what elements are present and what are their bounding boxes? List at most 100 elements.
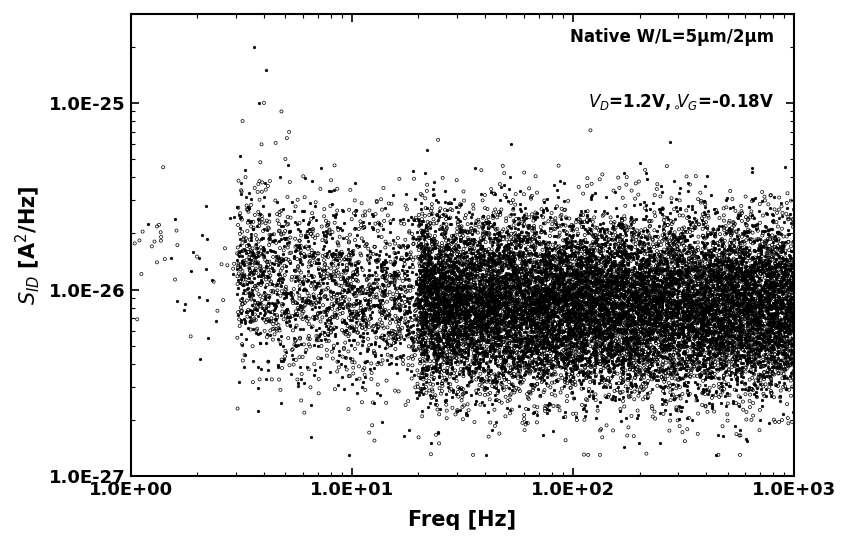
Point: [394, 333, 408, 342]
Point: [675, 268, 688, 277]
Point: [573, 322, 586, 331]
Point: [186, 248, 200, 256]
Point: [417, 350, 431, 358]
Point: [432, 263, 445, 272]
Point: [464, 284, 478, 293]
Point: [421, 260, 434, 269]
Point: [439, 329, 453, 338]
Point: [250, 235, 264, 244]
Point: [776, 383, 790, 392]
Point: [672, 286, 686, 295]
Point: [568, 324, 581, 333]
Point: [507, 344, 521, 353]
Point: [489, 260, 502, 269]
Point: [672, 240, 686, 249]
Point: [406, 234, 420, 243]
Point: [282, 289, 296, 298]
Point: [479, 347, 493, 356]
Point: [347, 301, 360, 310]
Point: [512, 281, 525, 290]
Point: [610, 386, 624, 394]
Point: [545, 330, 558, 338]
Point: [484, 344, 498, 353]
Point: [452, 333, 466, 342]
Point: [761, 291, 774, 300]
Point: [495, 362, 508, 371]
Point: [578, 286, 592, 295]
Point: [764, 375, 778, 384]
Point: [396, 351, 410, 360]
Point: [755, 343, 768, 351]
Point: [767, 415, 780, 424]
Point: [563, 322, 576, 331]
Point: [465, 268, 479, 277]
Point: [644, 319, 658, 327]
Point: [511, 250, 524, 258]
Point: [723, 304, 737, 313]
Point: [578, 303, 592, 312]
Point: [785, 257, 798, 266]
Point: [596, 351, 609, 360]
Point: [594, 367, 608, 376]
Point: [773, 229, 786, 238]
Point: [437, 348, 451, 356]
Point: [576, 369, 590, 378]
Point: [430, 351, 444, 360]
Point: [785, 298, 799, 307]
Point: [598, 238, 612, 247]
Point: [490, 327, 503, 336]
Point: [581, 277, 594, 286]
Point: [540, 373, 553, 381]
Point: [656, 361, 670, 369]
Point: [541, 293, 554, 301]
Point: [368, 256, 382, 264]
Point: [675, 403, 688, 411]
Point: [304, 230, 318, 238]
Point: [294, 268, 308, 277]
Point: [629, 318, 643, 326]
Point: [745, 253, 759, 262]
Point: [651, 367, 665, 375]
Point: [748, 282, 762, 290]
Point: [575, 295, 588, 304]
Point: [541, 271, 555, 280]
Point: [628, 367, 642, 375]
Point: [781, 354, 795, 363]
Point: [570, 218, 583, 227]
Point: [595, 275, 609, 283]
Point: [373, 333, 387, 342]
Point: [569, 380, 582, 389]
Point: [491, 293, 505, 301]
Point: [482, 322, 496, 330]
Point: [548, 218, 562, 226]
Point: [442, 273, 456, 281]
Point: [776, 299, 790, 308]
Point: [722, 228, 736, 237]
Point: [751, 321, 765, 330]
Point: [570, 345, 583, 354]
Point: [301, 276, 314, 285]
Point: [759, 223, 773, 232]
Point: [721, 306, 734, 315]
Point: [782, 300, 796, 309]
Point: [562, 276, 575, 285]
Point: [456, 389, 470, 398]
Point: [626, 228, 640, 237]
Point: [691, 365, 705, 374]
Point: [749, 354, 762, 362]
Point: [741, 322, 755, 331]
Point: [540, 203, 553, 212]
Point: [538, 268, 552, 277]
Point: [672, 297, 685, 306]
Point: [745, 280, 758, 289]
Point: [595, 305, 609, 313]
Point: [527, 317, 541, 325]
Point: [699, 300, 712, 308]
Point: [604, 330, 617, 338]
Point: [541, 243, 555, 251]
Point: [393, 300, 406, 309]
Point: [532, 239, 546, 248]
Point: [246, 307, 259, 316]
Point: [462, 245, 476, 254]
Point: [671, 244, 684, 253]
